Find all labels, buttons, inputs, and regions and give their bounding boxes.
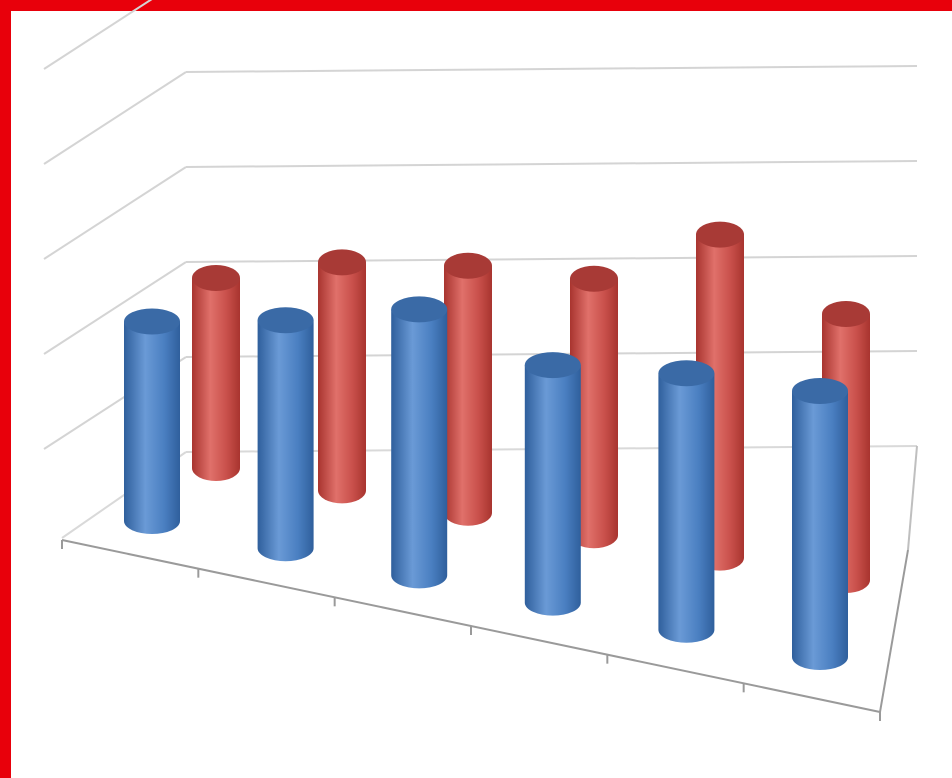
- bar-cylinder: [524, 365, 581, 616]
- bar-cylinder: [257, 320, 314, 562]
- gridline-side: [43, 261, 187, 355]
- gridline-side: [43, 71, 187, 165]
- gridline-side: [43, 0, 153, 70]
- gridline-back: [185, 65, 918, 73]
- bar-cylinder: [792, 391, 848, 670]
- gridline-back: [185, 160, 918, 168]
- bar-cylinder-top: [444, 252, 492, 279]
- bar-cylinder: [444, 265, 492, 526]
- gridline-back: [185, 255, 918, 263]
- bar-cylinder: [658, 373, 715, 643]
- bar-cylinder-top: [822, 301, 870, 327]
- bar-cylinder-top: [124, 308, 180, 335]
- bars: [124, 221, 870, 670]
- bar-cylinder-top: [792, 378, 848, 404]
- floor-edge-front-right: [879, 549, 909, 713]
- bar-cylinder-top: [391, 296, 448, 323]
- bar-cylinder-top: [192, 265, 240, 291]
- bar-cylinder-top: [318, 249, 366, 276]
- series-front: [124, 296, 848, 670]
- bar-cylinder-top: [570, 265, 618, 292]
- bar-cylinder: [192, 278, 240, 481]
- bar-cylinder-top: [658, 360, 715, 387]
- gridline-side: [43, 166, 187, 260]
- bar-cylinder-top: [696, 221, 744, 248]
- bar-cylinder: [124, 321, 180, 534]
- bar-cylinder: [391, 309, 448, 589]
- floor-edge-right: [907, 445, 918, 551]
- bar-cylinder: [318, 262, 366, 504]
- bar-cylinder-top: [257, 307, 314, 334]
- bar-cylinder: [570, 278, 618, 549]
- bar-cylinder-top: [524, 352, 581, 379]
